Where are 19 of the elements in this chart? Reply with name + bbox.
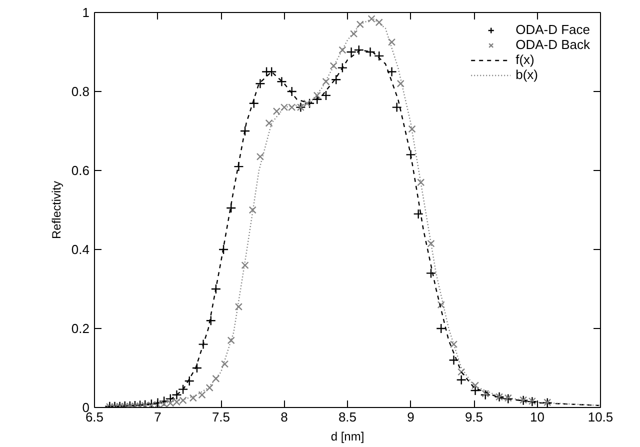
y-tick-label: 0.8 — [71, 84, 90, 99]
y-tick-label: 0.4 — [71, 242, 90, 257]
y-tick-label: 1 — [82, 5, 90, 20]
legend-label: b(x) — [516, 67, 538, 82]
x-tick-label: 10.5 — [588, 410, 614, 424]
legend-label: ODA-D Face — [516, 22, 590, 37]
x-tick-label: 9.5 — [464, 410, 484, 424]
y-tick-label: 0.2 — [71, 321, 90, 336]
x-tick-label: 8.5 — [338, 410, 357, 424]
x-tick-label: 7 — [154, 410, 162, 424]
legend-label: ODA-D Back — [516, 37, 590, 52]
x-tick-label: 10 — [530, 410, 544, 424]
x-tick-label: 7.5 — [212, 410, 230, 424]
x-tick-label: 8 — [280, 410, 288, 424]
x-tick-label: 9 — [407, 410, 414, 424]
y-axis-title: Reflectivity — [49, 180, 64, 240]
x-axis-title: d [nm] — [330, 430, 364, 444]
legend-label: f(x) — [516, 52, 536, 67]
y-tick-label: 0.6 — [71, 163, 90, 178]
